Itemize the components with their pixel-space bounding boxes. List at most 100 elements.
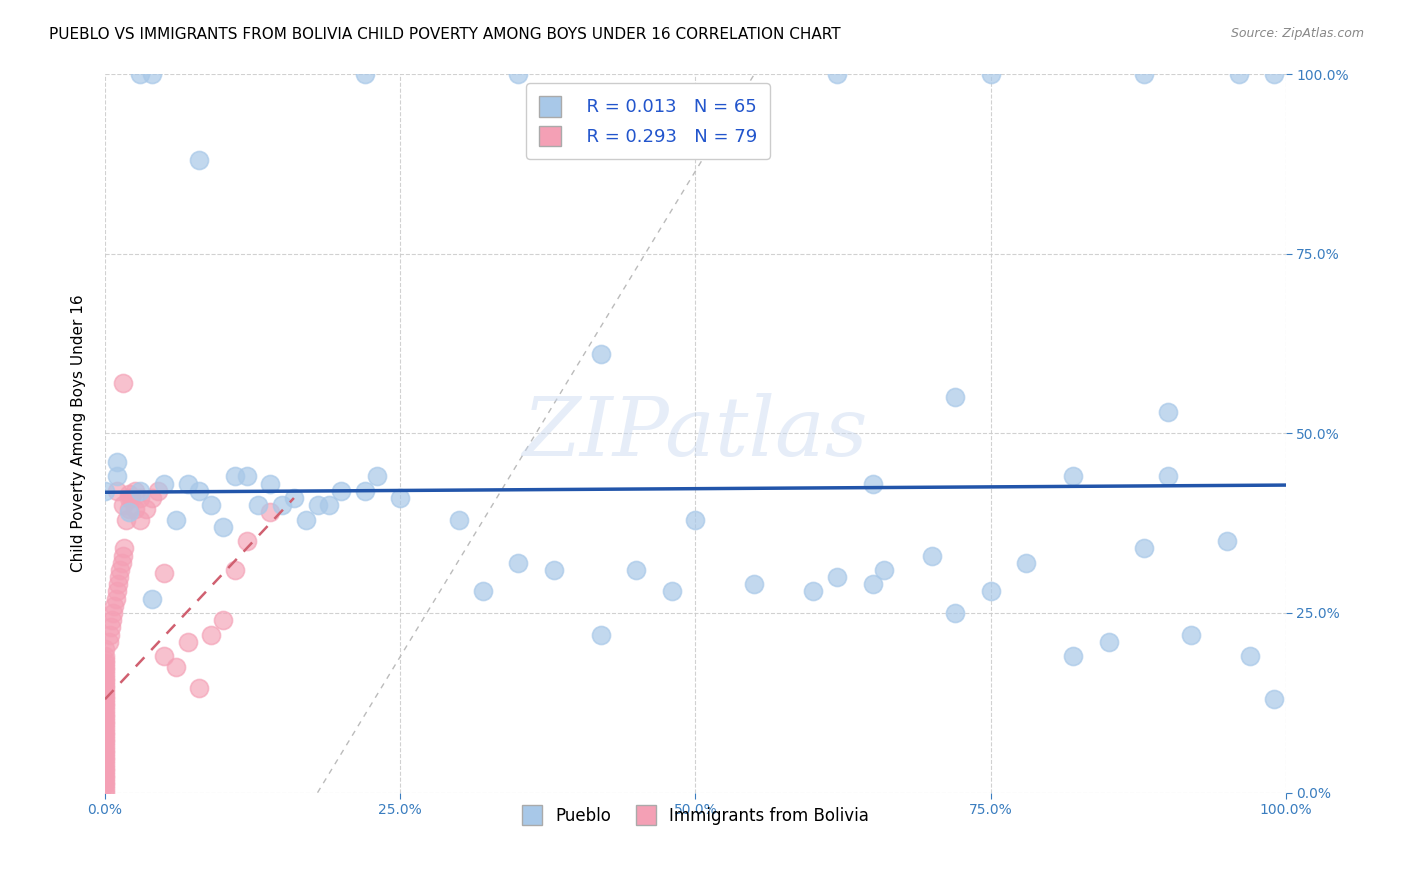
Point [589,627,612,641]
Point [94,728,117,742]
Point [94,724,117,739]
Point [353,483,375,498]
Point [94,681,117,696]
Point [120,491,142,505]
Point [94,756,117,771]
Point [135,501,157,516]
Point [200,498,222,512]
Point [110,563,132,577]
Point [744,577,766,591]
Point [141,491,163,505]
Point [165,512,187,526]
Point [94,735,117,749]
Point [471,584,494,599]
Point [124,483,146,498]
Point [508,556,530,570]
Point [105,483,128,498]
Point [153,476,176,491]
Point [94,678,117,692]
Point [94,483,117,498]
Point [1216,534,1239,549]
Point [94,764,117,778]
Point [94,703,117,717]
Point [153,566,176,581]
Point [188,681,211,696]
Point [94,742,117,756]
Y-axis label: Child Poverty Among Boys Under 16: Child Poverty Among Boys Under 16 [72,294,86,572]
Point [1263,692,1285,706]
Point [980,67,1002,81]
Point [176,634,198,648]
Point [94,772,117,786]
Point [247,498,270,512]
Point [94,753,117,767]
Legend: Pueblo, Immigrants from Bolivia: Pueblo, Immigrants from Bolivia [512,796,879,835]
Point [94,706,117,721]
Point [862,476,884,491]
Point [104,591,127,606]
Point [803,584,825,599]
Point [124,501,146,516]
Point [1239,649,1261,664]
Text: PUEBLO VS IMMIGRANTS FROM BOLIVIA CHILD POVERTY AMONG BOYS UNDER 16 CORRELATION : PUEBLO VS IMMIGRANTS FROM BOLIVIA CHILD … [49,27,841,42]
Point [1098,634,1121,648]
Point [94,760,117,774]
Point [103,599,125,613]
Point [94,696,117,710]
Point [212,613,235,627]
Point [94,779,117,793]
Point [110,556,132,570]
Point [366,469,388,483]
Point [105,455,128,469]
Point [129,491,152,505]
Point [1062,469,1084,483]
Point [105,469,128,483]
Point [117,501,139,516]
Point [111,498,134,512]
Point [873,563,896,577]
Point [108,570,131,584]
Point [235,534,257,549]
Point [943,606,966,620]
Point [224,469,246,483]
Point [94,664,117,678]
Point [921,549,943,563]
Point [294,512,316,526]
Point [117,487,139,501]
Point [141,67,163,81]
Point [862,577,884,591]
Point [259,476,281,491]
Point [1062,649,1084,664]
Point [94,653,117,667]
Point [94,731,117,746]
Point [1157,405,1180,419]
Point [1263,67,1285,81]
Point [94,775,117,789]
Point [176,476,198,491]
Point [94,660,117,674]
Point [94,657,117,671]
Point [94,674,117,689]
Point [103,606,125,620]
Point [107,577,129,591]
Point [129,483,152,498]
Point [389,491,412,505]
Point [165,660,187,674]
Point [94,746,117,760]
Point [188,153,211,168]
Point [318,498,340,512]
Point [307,498,329,512]
Point [1133,67,1156,81]
Point [94,786,117,800]
Point [129,512,152,526]
Point [94,767,117,781]
Point [626,563,648,577]
Point [129,67,152,81]
Point [200,627,222,641]
Point [94,671,117,685]
Point [94,749,117,764]
Point [94,714,117,728]
Point [1227,67,1250,81]
Point [112,541,135,556]
Point [508,67,530,81]
